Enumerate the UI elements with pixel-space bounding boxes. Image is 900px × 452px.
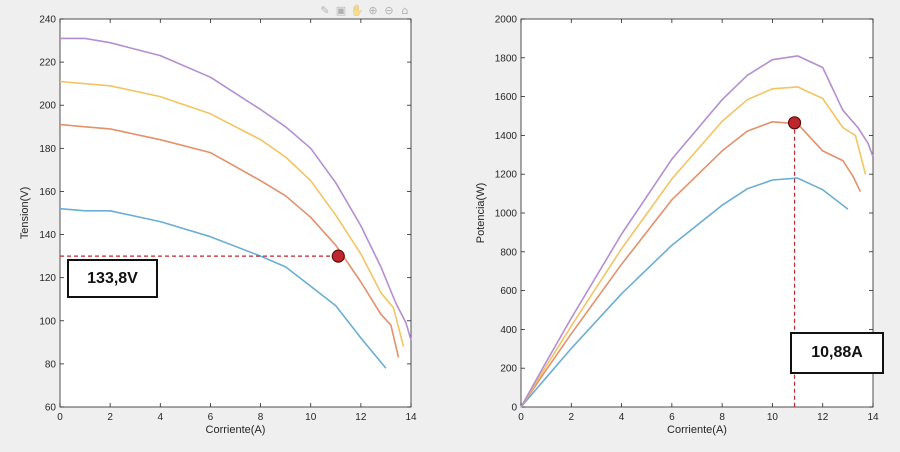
save-icon[interactable]: ▣ [335,4,347,17]
x-tick-label: 8 [258,412,264,423]
x-tick-label: 4 [158,412,164,423]
voltage-current-plot: 0 2 4 6 8 10 12 14 60 80 100 120 140 160 180 200 220 240 C… [19,15,417,437]
x-tick-label: 6 [208,412,214,423]
y-tick-label: 400 [500,325,517,336]
y-tick-label: 200 [39,101,56,112]
series-line-4 [520,55,874,408]
brush-icon[interactable]: ✎ [320,4,330,17]
y-tick-label: 2000 [495,15,518,26]
y-tick-label: 1000 [495,209,518,220]
y-axis-label: Tension(V) [19,187,31,240]
y-axis-label: Potencia(W) [475,183,487,244]
plot-area [59,18,412,408]
y-tick-label: 180 [39,144,56,155]
y-tick-label: 600 [500,286,517,297]
y-tick-label: 220 [39,58,56,69]
x-tick-label: 10 [305,412,317,423]
x-axis-label: Corriente(A) [667,424,727,436]
y-tick-label: 140 [39,230,56,241]
operating-point-marker [787,116,802,130]
y-tick-label: 1400 [495,131,518,142]
y-tick-label: 1800 [495,53,518,64]
series-line-2 [59,123,400,358]
x-tick-label: 14 [405,412,417,423]
x-tick-label: 2 [107,412,113,423]
x-tick-label: 12 [355,412,367,423]
operating-point-marker [331,249,345,263]
x-tick-label: 12 [817,412,829,423]
y-tick-label: 120 [39,273,56,284]
pan-icon[interactable]: ✋ [350,4,364,17]
series-line-4 [60,37,412,341]
y-tick-label: 800 [500,247,517,258]
series-line-3 [520,86,867,408]
x-tick-label: 8 [719,412,725,423]
x-tick-label: 0 [57,412,63,423]
y-tick-label: 100 [39,316,56,327]
zoom-out-icon[interactable]: ⊖ [384,4,394,17]
series-line-1 [59,207,387,369]
current-annotation-box: 10,88A [790,332,884,374]
x-tick-label: 4 [619,412,625,423]
y-tick-label: 0 [511,403,517,414]
voltage-annotation-box: 133,8V [67,259,158,298]
x-tick-label: 14 [867,412,879,423]
y-tick-label: 1600 [495,92,518,103]
x-tick-label: 6 [669,412,675,423]
home-icon[interactable]: ⌂ [401,4,409,17]
y-tick-label: 60 [45,403,57,414]
y-tick-label: 80 [45,359,57,370]
y-tick-label: 160 [39,187,56,198]
series-line-3 [59,80,405,347]
y-tick-label: 1200 [495,170,518,181]
x-tick-label: 0 [518,412,524,423]
series-line-1 [520,177,849,408]
y-tick-label: 200 [500,364,517,375]
figure-toolbar: ✎ ▣ ✋ ⊕ ⊖ ⌂ [318,3,412,19]
x-axis-label: Corriente(A) [206,424,266,436]
y-tick-label: 240 [39,15,56,26]
x-tick-label: 10 [767,412,779,423]
x-tick-label: 2 [569,412,575,423]
zoom-in-icon[interactable]: ⊕ [368,4,378,17]
series-line-2 [520,121,862,408]
